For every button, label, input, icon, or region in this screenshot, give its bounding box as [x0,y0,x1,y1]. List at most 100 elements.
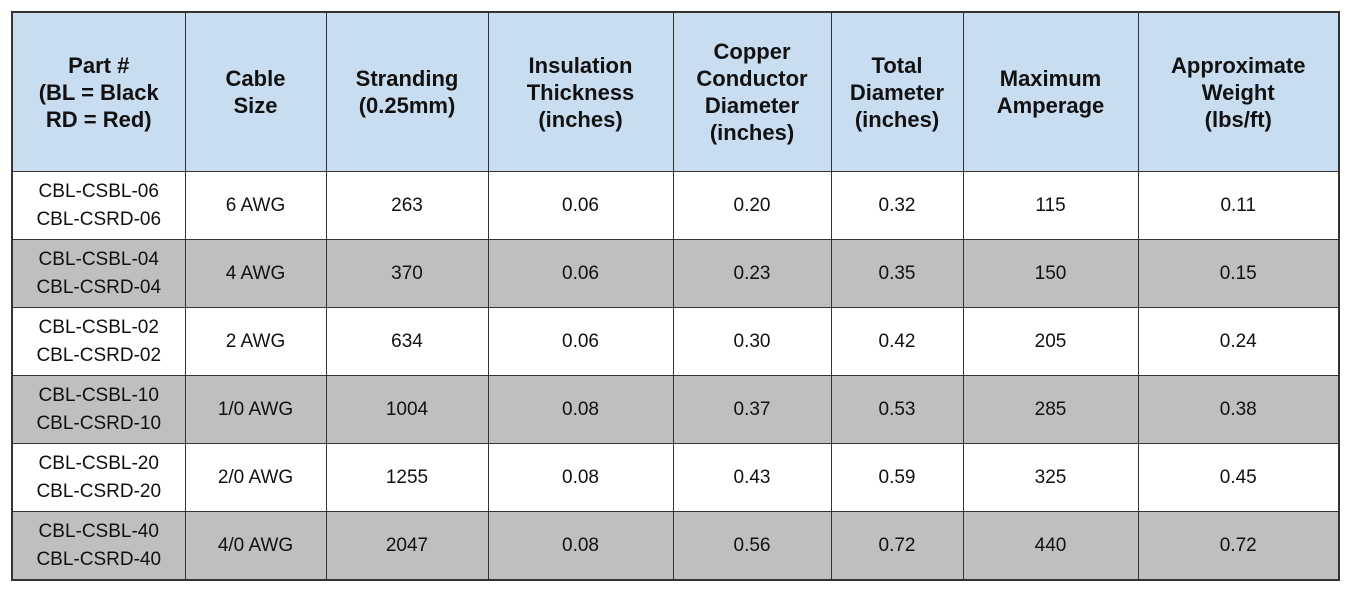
cell-text: 1/0 AWG [217,398,294,420]
table-cell: 263 [325,171,489,240]
table-cell: 0.32 [830,171,964,240]
cell-text: 285 [1034,398,1067,420]
cell-text: 440 [1034,534,1067,556]
table-cell: 0.20 [672,171,832,240]
table-cell: 0.59 [830,443,964,512]
table-cell: 440 [962,511,1139,581]
table-cell: 285 [962,375,1139,444]
table-row: CBL-CSBL-06 CBL-CSRD-06 6 AWG 263 0.06 0.20 0.… [11,171,1340,240]
cell-text: 0.06 [562,194,599,216]
header-cell: Cable Size [184,11,327,172]
header-cell: Total Diameter (inches) [830,11,964,172]
cell-line: Cable [225,66,286,91]
cell-text: 0.24 [1219,330,1257,352]
cell-text: 0.11 [1220,194,1257,216]
table-cell: 0.35 [830,239,964,308]
table-cell: 0.15 [1137,239,1340,308]
cell-text: 0.43 [733,466,771,488]
cell-line: CBL-CSRD-10 [36,412,162,434]
table-cell: CBL-CSBL-02 CBL-CSRD-02 [11,307,186,376]
cell-line: Conductor [696,66,808,91]
cell-text: 2/0 AWG [217,466,294,488]
cell-text: 0.15 [1219,262,1257,284]
cell-text: 0.08 [562,534,599,556]
cell-text: 2 AWG [225,330,286,352]
cell-text: 0.72 [1219,534,1257,556]
table-cell: 4 AWG [184,239,327,308]
table-body: CBL-CSBL-06 CBL-CSRD-06 6 AWG 263 0.06 0.20 0.… [11,171,1340,581]
cable-spec-table: Part # (BL = Black RD = Red) Cable Size Stran… [11,11,1340,581]
table-cell: 0.38 [1137,375,1340,444]
cell-text: 0.45 [1219,466,1257,488]
cell-text: 0.72 [878,534,916,556]
cell-line: Diameter [849,79,945,105]
table-cell: 1255 [325,443,489,512]
cell-text: 0.59 [878,466,916,488]
cell-line: Thickness [526,79,635,105]
cell-text: 0.38 [1219,398,1257,420]
table-cell: 0.30 [672,307,832,376]
table-cell: 0.06 [487,307,674,376]
cell-text: 205 [1034,330,1067,352]
cell-text: 0.30 [733,330,771,352]
cell-text: 0.56 [733,534,771,556]
table-cell: CBL-CSBL-10 CBL-CSRD-10 [11,375,186,444]
cell-text: 2047 [385,534,429,556]
cell-text: 0.37 [733,398,771,420]
cell-text: 115 [1035,194,1066,216]
table-cell: 0.06 [487,239,674,308]
cell-line: Diameter [704,93,800,118]
cell-text: 0.23 [733,262,771,284]
table-cell: CBL-CSBL-06 CBL-CSRD-06 [11,171,186,240]
table-cell: 0.06 [487,171,674,240]
cell-line: Stranding [355,66,459,91]
table-cell: 205 [962,307,1139,376]
cell-line: CBL-CSRD-40 [36,548,162,570]
table-cell: 0.08 [487,511,674,581]
table-cell: 0.43 [672,443,832,512]
cell-line: CBL-CSBL-10 [38,384,159,406]
table-cell: 1/0 AWG [184,375,327,444]
table-cell: 0.08 [487,443,674,512]
table-cell: 370 [325,239,489,308]
table-cell: 115 [962,171,1139,240]
cell-text: 4/0 AWG [217,534,294,556]
table-cell: 6 AWG [184,171,327,240]
table-cell: 0.42 [830,307,964,376]
cell-text: 0.35 [878,262,916,284]
table-cell: 0.72 [830,511,964,581]
cell-text: 1255 [385,466,429,488]
table-cell: 2 AWG [184,307,327,376]
cell-line: CBL-CSBL-06 [38,180,159,202]
cell-line: CBL-CSBL-20 [38,452,159,474]
cell-text: 0.42 [878,330,916,352]
cell-text: 0.53 [878,398,916,420]
table-cell: 0.37 [672,375,832,444]
cell-line: CBL-CSRD-20 [36,480,162,502]
cell-text: 0.06 [562,330,599,352]
table-cell: 0.56 [672,511,832,581]
cell-text: 370 [391,262,423,284]
table-cell: 0.45 [1137,443,1340,512]
cell-text: 263 [391,194,423,216]
cell-line: (inches) [538,106,623,132]
cell-line: CBL-CSBL-04 [38,248,159,270]
table-cell: 0.24 [1137,307,1340,376]
cell-line: Weight [1201,79,1275,105]
cell-line: (BL = Black [38,79,159,105]
table-cell: 0.08 [487,375,674,444]
cell-line: (0.25mm) [358,93,456,118]
cell-text: 0.32 [878,194,916,216]
table-row: CBL-CSBL-02 CBL-CSRD-02 2 AWG 634 0.06 0.30 0.… [11,307,1340,376]
cell-line: CBL-CSRD-02 [36,344,162,366]
cell-line: (inches) [709,120,795,145]
header-cell: Copper Conductor Diameter (inches) [672,11,832,172]
header-cell: Maximum Amperage [962,11,1139,172]
cell-line: Amperage [996,93,1105,118]
header-cell: Part # (BL = Black RD = Red) [11,11,186,172]
cell-text: 0.20 [733,194,771,216]
header-cell: Insulation Thickness (inches) [487,11,674,172]
cell-line: CBL-CSBL-40 [38,520,159,542]
table-cell: 0.23 [672,239,832,308]
